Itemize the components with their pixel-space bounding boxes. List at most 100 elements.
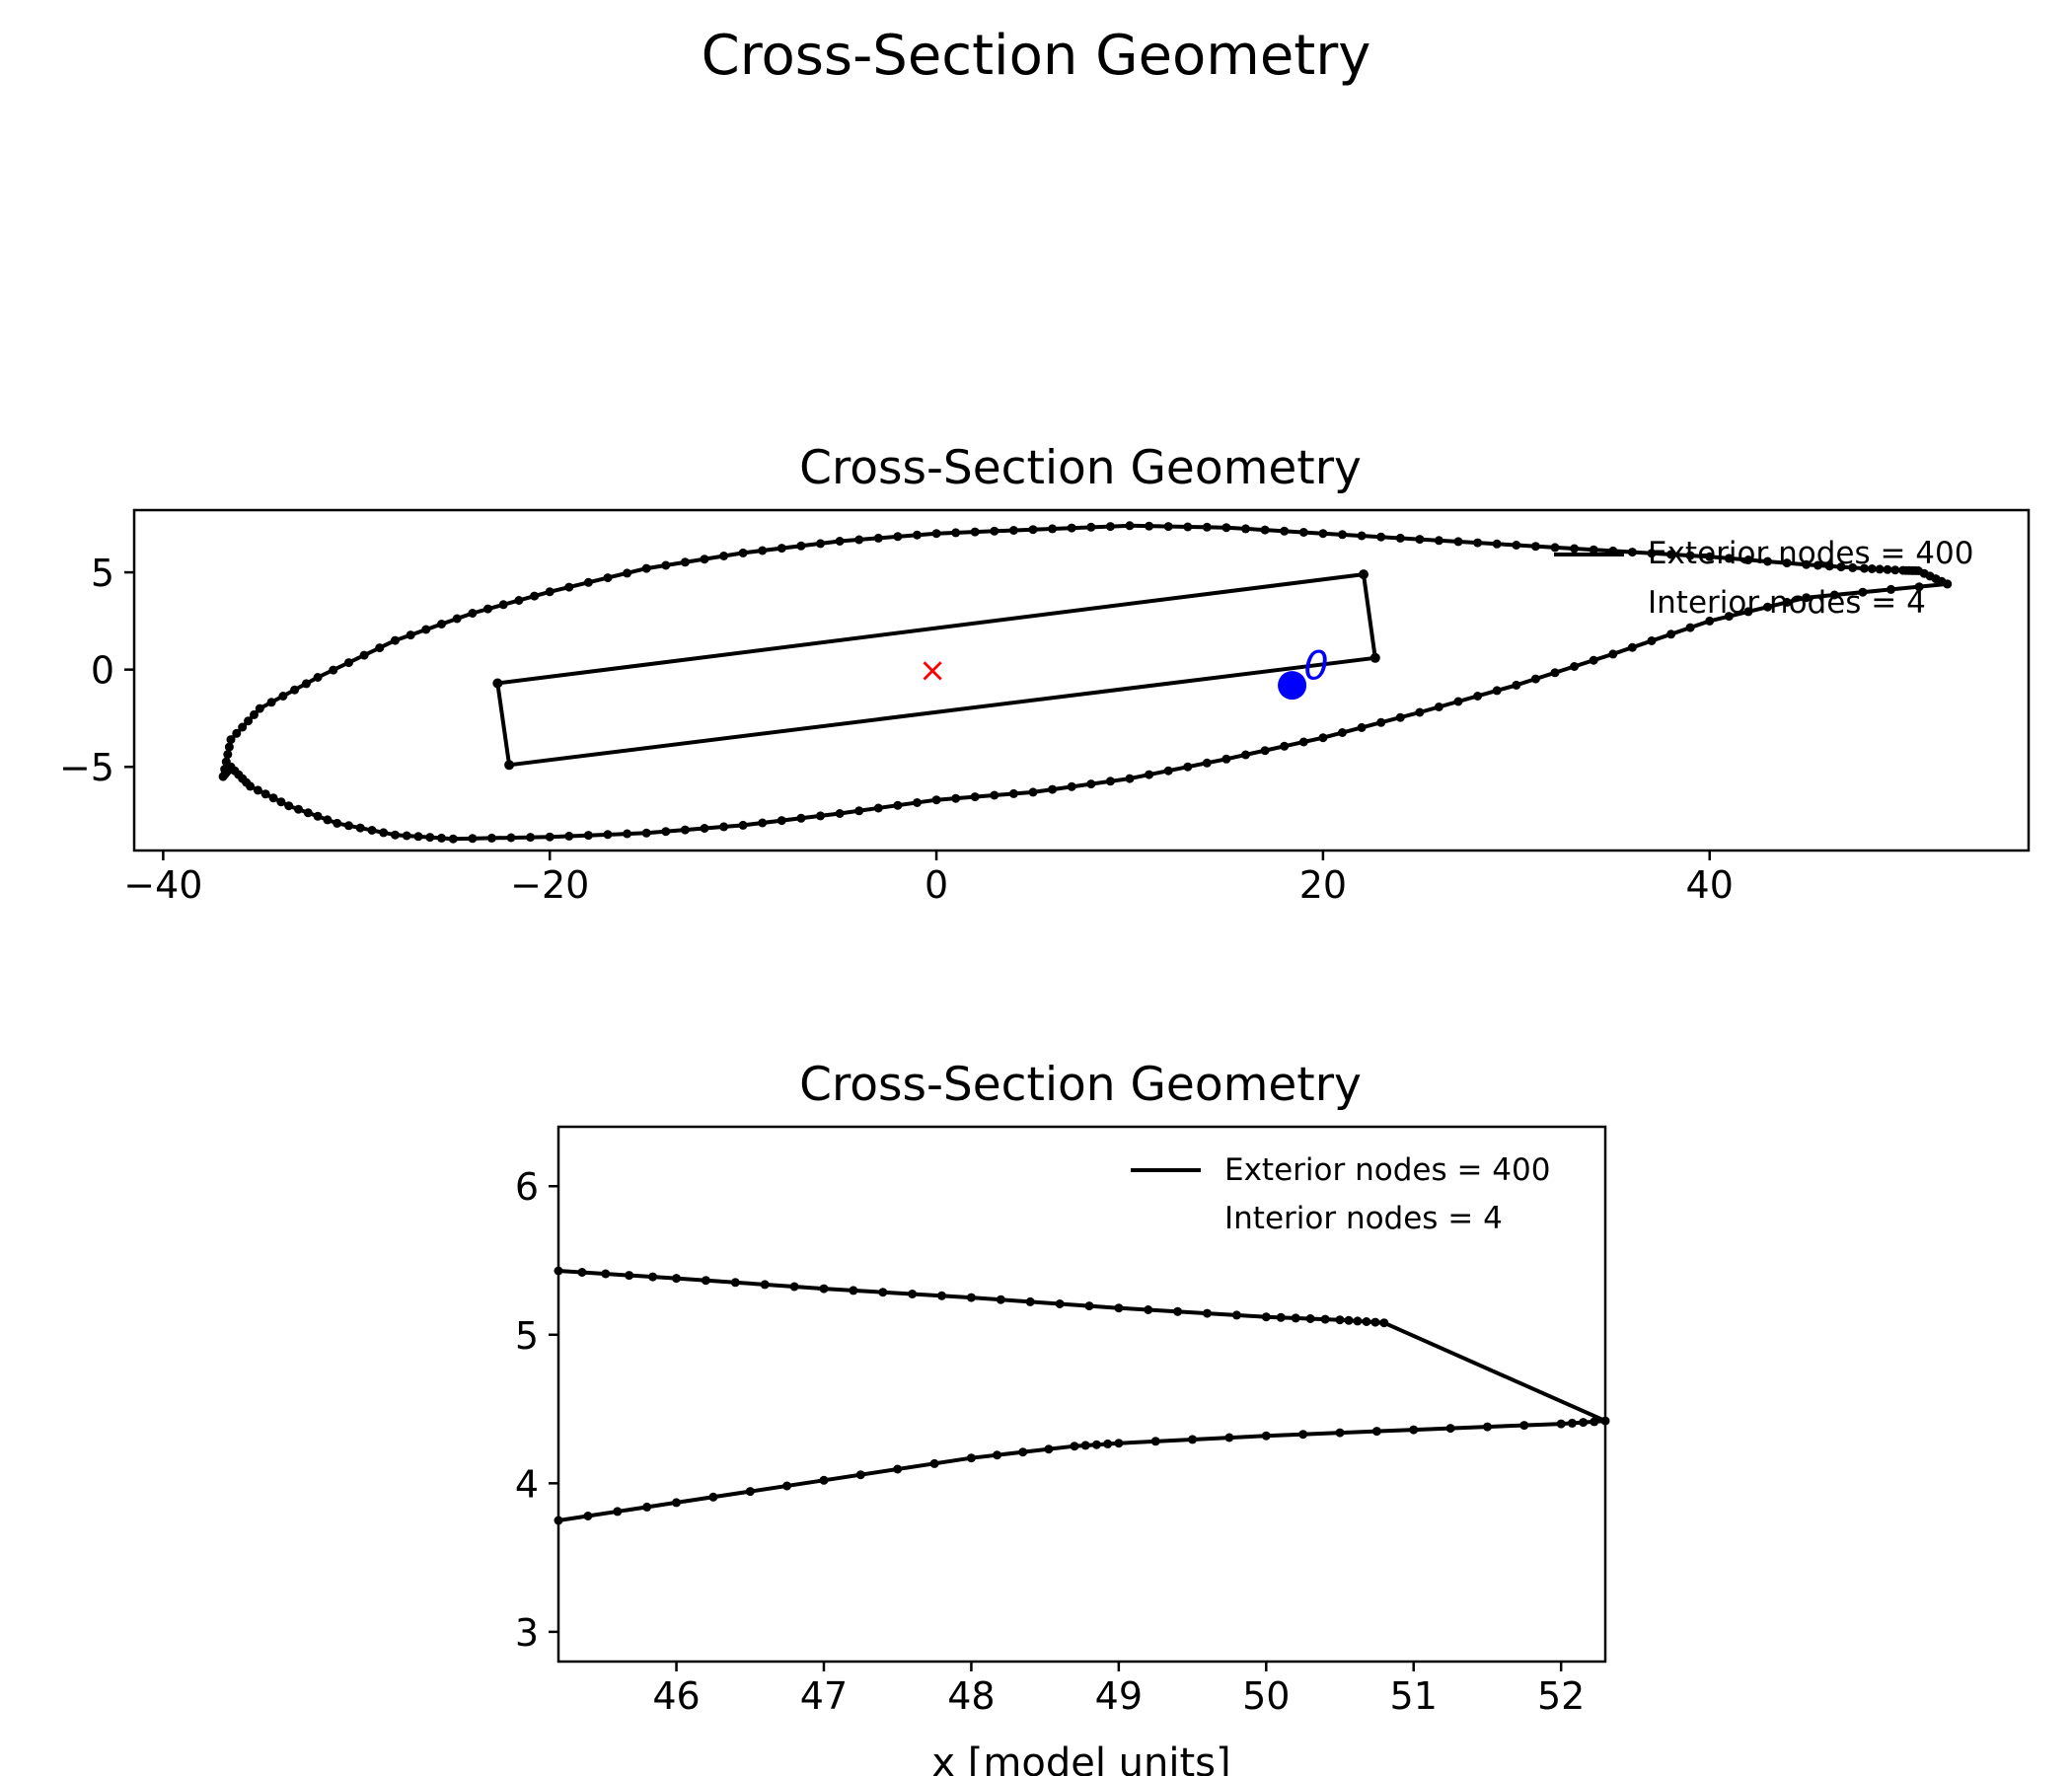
exterior-node [1415,707,1425,717]
exterior-node [816,811,825,821]
top-legend: Exterior nodes = 400 Interior nodes = 4 [1554,536,1973,621]
top-axis-ticks: −40 −20 0 20 40 −5 0 5 [59,552,1734,907]
exterior-node [951,793,961,803]
exterior-node [226,735,236,745]
figure-suptitle: Cross-Section Geometry [702,24,1371,88]
bottom-axes-frame [556,1125,1607,1664]
exterior-node [1666,629,1676,639]
exterior-node [1453,697,1463,706]
exterior-node [719,822,729,832]
upper-surface-node [648,1272,658,1282]
upper-surface-node [1261,1312,1271,1322]
exterior-node [437,833,446,843]
exterior-node [1318,733,1328,743]
exterior-node [344,658,353,668]
exterior-node [1241,750,1250,760]
exterior-node [260,789,270,799]
exterior-node [1848,562,1858,572]
exterior-node [1627,548,1637,557]
exterior-node [1067,523,1076,533]
lower-surface-node [1150,1437,1160,1446]
exterior-node [448,834,458,844]
exterior-node [221,757,231,767]
exterior-node [1570,544,1580,554]
exterior-node [218,772,228,781]
lower-surface-node [1224,1433,1234,1443]
exterior-node [777,544,786,554]
x-tick-label: 50 [1242,1674,1290,1718]
exterior-node [545,587,555,597]
exterior-node [1376,717,1386,727]
x-tick-label: 20 [1299,863,1347,907]
upper-surface-node [577,1268,587,1277]
exterior-node [738,820,748,830]
exterior-node [294,804,303,814]
exterior-node [1163,766,1173,776]
lower-surface-node [1409,1425,1419,1435]
upper-surface-node [1362,1317,1371,1326]
upper-surface-node [1335,1315,1345,1325]
exterior-node [1473,692,1483,701]
interior-node [1359,569,1369,580]
x-tick-label: 48 [947,1674,995,1718]
exterior-node [854,535,864,545]
y-tick-label: −5 [59,746,114,789]
exterior-node [1105,522,1115,532]
exterior-node [1858,587,1868,597]
exterior-node [700,824,709,833]
exterior-node [777,816,786,826]
upper-surface-node [1055,1299,1065,1308]
exterior-node [1743,607,1753,617]
exterior-node [1221,754,1231,764]
exterior-node [913,798,922,807]
exterior-node [402,831,411,841]
exterior-node [893,532,903,542]
x-tick-label: 0 [925,863,948,907]
exterior-node [1647,549,1657,558]
bottom-x-axis-label: x [model units] [931,1740,1230,1776]
exterior-node [1492,539,1502,549]
exterior-node [758,818,768,828]
exterior-node [796,541,806,551]
exterior-node [1705,616,1715,626]
lower-surface-node [1556,1419,1566,1429]
exterior-node [1241,524,1250,534]
exterior-node [1202,758,1212,768]
top-panel-title: Cross-Section Geometry [799,441,1362,495]
upper-surface-node [1231,1310,1241,1320]
upper-surface-node [1353,1316,1363,1326]
exterior-node [1338,728,1347,737]
top-panel: Cross-Section Geometry × ●0 −40 −20 0 20 40−5… [59,441,2031,907]
exterior-node [1260,746,1270,756]
exterior-node [1376,532,1386,542]
x-tick-label: 51 [1390,1674,1438,1718]
lower-surface-node [1114,1439,1124,1448]
exterior-node [1685,551,1695,560]
exterior-node [1763,602,1772,612]
exterior-node [623,829,632,839]
upper-surface-node [730,1278,740,1288]
exterior-node [530,591,540,601]
exterior-node [1145,770,1154,779]
exterior-node [1512,541,1521,550]
exterior-node [1627,642,1637,652]
exterior-node [1280,741,1290,751]
exterior-node [250,709,259,719]
exterior-node [1357,722,1367,732]
exterior-node [1183,522,1193,532]
exterior-node [313,811,323,821]
exterior-node [1048,524,1058,534]
exterior-node [1608,649,1618,659]
exterior-node [486,833,496,843]
bottom-axis-ticks: 46 47 48 49 50 51 52 3 4 5 6 [515,1165,1586,1718]
lower-surface-node [1080,1441,1090,1450]
exterior-node [1434,703,1443,711]
exterior-node [1512,680,1521,690]
exterior-node [375,643,385,653]
exterior-node [1298,528,1308,537]
lower-surface-node [993,1450,1002,1460]
exterior-node [1724,554,1734,563]
exterior-node [1008,526,1018,535]
exterior-node [1221,523,1231,533]
upper-surface-node [1291,1313,1300,1323]
